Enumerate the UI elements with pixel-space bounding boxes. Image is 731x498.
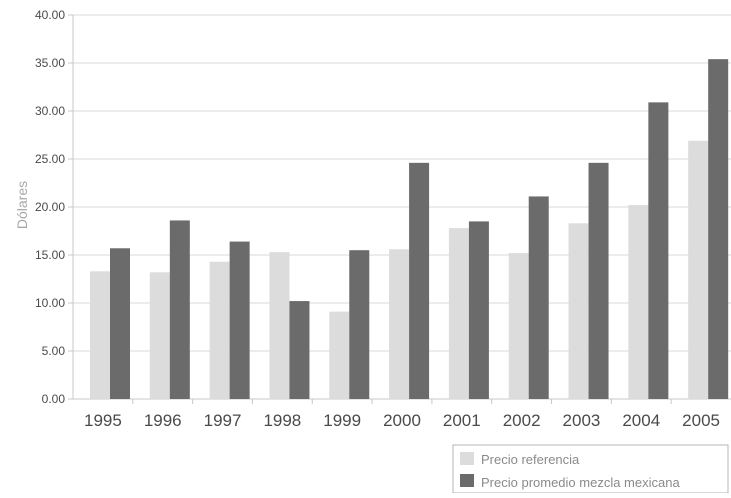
bar-precio-promedio-mezcla-mexicana-2002	[529, 196, 549, 399]
x-tick-label: 1998	[263, 411, 301, 430]
bar-precio-referencia-1999	[329, 312, 349, 399]
x-tick-label: 1995	[84, 411, 122, 430]
bar-precio-promedio-mezcla-mexicana-2005	[708, 59, 728, 399]
legend-label-precio-promedio-mezcla-mexicana: Precio promedio mezcla mexicana	[481, 475, 680, 490]
y-tick-label: 0.00	[42, 392, 66, 406]
x-tick-label: 2005	[682, 411, 720, 430]
legend-swatch-precio-referencia	[460, 452, 474, 465]
bar-precio-referencia-2005	[688, 141, 708, 399]
bar-precio-referencia-2004	[628, 205, 648, 399]
bar-precio-promedio-mezcla-mexicana-2000	[409, 163, 429, 399]
bar-precio-promedio-mezcla-mexicana-2003	[589, 163, 609, 399]
x-tick-label: 2004	[622, 411, 660, 430]
bar-precio-referencia-2003	[569, 223, 589, 399]
legend-label-precio-referencia: Precio referencia	[481, 452, 580, 467]
legend-swatch-precio-promedio-mezcla-mexicana	[460, 474, 474, 487]
bar-precio-referencia-2001	[449, 228, 469, 399]
y-tick-label: 20.00	[35, 200, 65, 214]
y-tick-label: 15.00	[35, 248, 65, 262]
bar-precio-promedio-mezcla-mexicana-1998	[289, 301, 309, 399]
x-tick-label: 1996	[144, 411, 182, 430]
y-tick-label: 40.00	[35, 8, 65, 22]
y-tick-label: 5.00	[42, 344, 66, 358]
x-tick-label: 2002	[503, 411, 541, 430]
legend: Precio referencia Precio promedio mezcla…	[453, 445, 728, 493]
bar-precio-referencia-1995	[90, 271, 110, 399]
x-tick-label: 1997	[204, 411, 242, 430]
bar-precio-promedio-mezcla-mexicana-1996	[170, 220, 190, 399]
bar-precio-referencia-2000	[389, 249, 409, 399]
x-tick-label: 1999	[323, 411, 361, 430]
y-tick-label: 10.00	[35, 296, 65, 310]
y-tick-label: 25.00	[35, 152, 65, 166]
bar-precio-promedio-mezcla-mexicana-1997	[230, 242, 250, 399]
bar-precio-promedio-mezcla-mexicana-1995	[110, 248, 130, 399]
bar-precio-referencia-1998	[269, 252, 289, 399]
x-tick-label: 2003	[563, 411, 601, 430]
bars	[90, 59, 728, 399]
x-tick-labels: 1995 1996 1997 1998 1999 2000 2001 2002 2003 2004…	[84, 411, 720, 430]
bar-precio-promedio-mezcla-mexicana-2004	[648, 102, 668, 399]
bar-precio-promedio-mezcla-mexicana-1999	[349, 250, 369, 399]
x-tick-label: 2001	[443, 411, 481, 430]
y-tick-labels: 0.00 5.00 10.00 15.00 20.00 25.00 30.00 35.00 40…	[35, 8, 65, 406]
x-tick-label: 2000	[383, 411, 421, 430]
bar-precio-referencia-1997	[210, 262, 230, 399]
bar-precio-promedio-mezcla-mexicana-2001	[469, 221, 489, 399]
bar-precio-referencia-2002	[509, 253, 529, 399]
bar-precio-referencia-1996	[150, 272, 170, 399]
y-axis-label: Dólares	[14, 181, 30, 229]
y-tick-label: 30.00	[35, 104, 65, 118]
y-tick-label: 35.00	[35, 56, 65, 70]
